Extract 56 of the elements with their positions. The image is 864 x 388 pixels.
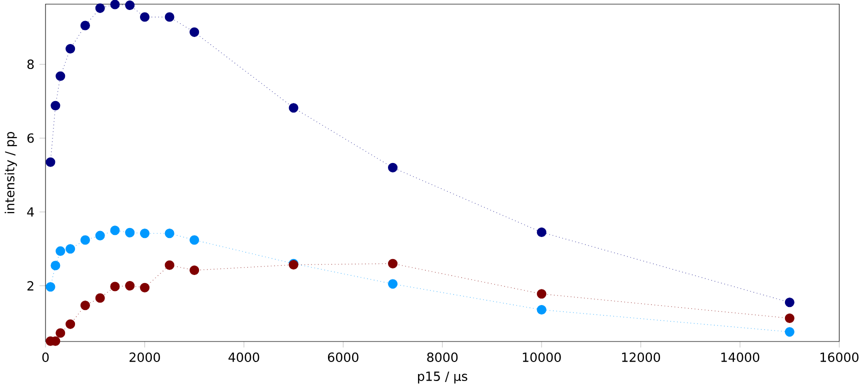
point — [125, 0, 135, 10]
x-tick-label: 2000 — [130, 352, 160, 362]
point — [80, 300, 90, 310]
x-tick-label: 14000 — [721, 352, 760, 362]
y-axis-title: intensity / pp — [4, 132, 17, 214]
point — [388, 258, 398, 268]
point — [125, 228, 135, 238]
x-tick-label: 4000 — [228, 352, 260, 362]
point — [784, 298, 794, 308]
point — [536, 304, 546, 314]
point — [536, 227, 546, 237]
x-tick-label: 16000 — [820, 352, 858, 362]
point — [110, 282, 120, 292]
point — [125, 280, 135, 290]
point — [288, 103, 298, 113]
x-tick-label: 6000 — [328, 352, 358, 362]
point — [66, 244, 76, 254]
point — [80, 235, 90, 245]
point — [536, 289, 546, 299]
x-axis-title: p15 / μs — [418, 372, 468, 384]
point — [46, 157, 56, 167]
point — [140, 282, 150, 292]
y-tick-label: 4 — [27, 207, 34, 216]
y-tick-label: 6 — [27, 133, 34, 143]
point — [190, 27, 200, 37]
point — [56, 246, 66, 256]
point — [784, 313, 794, 323]
x-tick-label: 8000 — [427, 352, 458, 362]
point — [50, 100, 60, 110]
y-tick-label: 2 — [27, 281, 34, 290]
point — [56, 328, 66, 338]
point — [140, 228, 150, 238]
point — [95, 3, 105, 13]
point — [56, 71, 66, 81]
point — [164, 12, 174, 22]
y-tick-label: 8 — [27, 59, 34, 69]
x-tick-label: 10000 — [522, 352, 561, 362]
point — [110, 0, 120, 10]
x-tick-label: 12000 — [622, 352, 660, 362]
point — [50, 260, 60, 270]
x-tick-label: 0 — [42, 352, 49, 362]
point — [46, 282, 56, 292]
point — [388, 162, 398, 172]
point — [784, 327, 794, 337]
point — [95, 293, 105, 303]
point — [110, 226, 120, 236]
point — [190, 265, 200, 275]
point — [66, 44, 76, 54]
point — [140, 12, 150, 22]
point — [95, 230, 105, 240]
point — [164, 260, 174, 270]
point — [80, 20, 90, 30]
point — [164, 228, 174, 238]
point — [388, 279, 398, 289]
point — [66, 319, 76, 329]
point — [190, 235, 200, 245]
